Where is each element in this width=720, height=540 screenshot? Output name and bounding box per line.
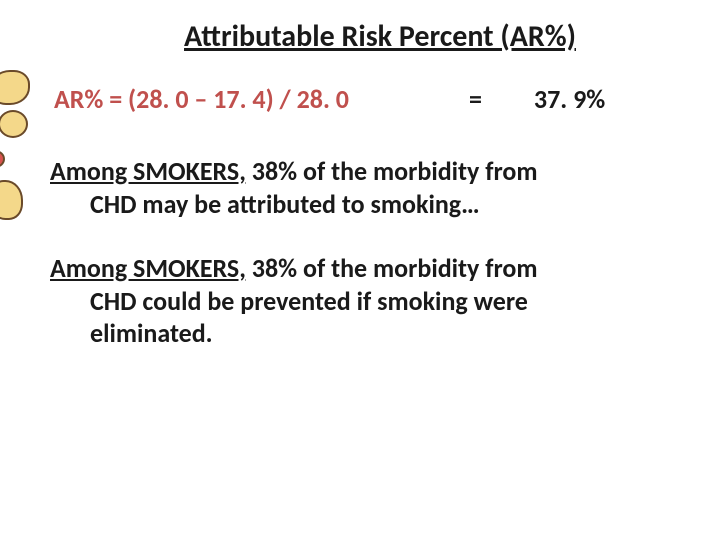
formula-row: AR% = (28. 0 – 17. 4) / 28. 0 = 37. 9% bbox=[50, 83, 670, 115]
paragraph-1: Among SMOKERS, 38% of the morbidity from… bbox=[50, 155, 670, 220]
para1-rest1: 38% of the morbidity from bbox=[246, 155, 538, 187]
para2-rest1: 38% of the morbidity from bbox=[246, 252, 538, 284]
slide-content: Attributable Risk Percent (AR%) AR% = (2… bbox=[0, 0, 720, 350]
para2-line2: CHD could be prevented if smoking were bbox=[50, 285, 670, 318]
formula-expression: AR% = (28. 0 – 17. 4) / 28. 0 bbox=[54, 83, 349, 115]
slide-title: Attributable Risk Percent (AR%) bbox=[50, 18, 670, 55]
paragraph-2: Among SMOKERS, 38% of the morbidity from… bbox=[50, 252, 670, 350]
formula-equals: = bbox=[469, 83, 482, 115]
para1-line2: CHD may be attributed to smoking… bbox=[50, 188, 670, 221]
para2-line3: eliminated. bbox=[50, 317, 670, 350]
formula-result: 37. 9% bbox=[534, 83, 605, 115]
para1-lead: Among SMOKERS, bbox=[50, 155, 246, 187]
para2-lead: Among SMOKERS, bbox=[50, 252, 246, 284]
